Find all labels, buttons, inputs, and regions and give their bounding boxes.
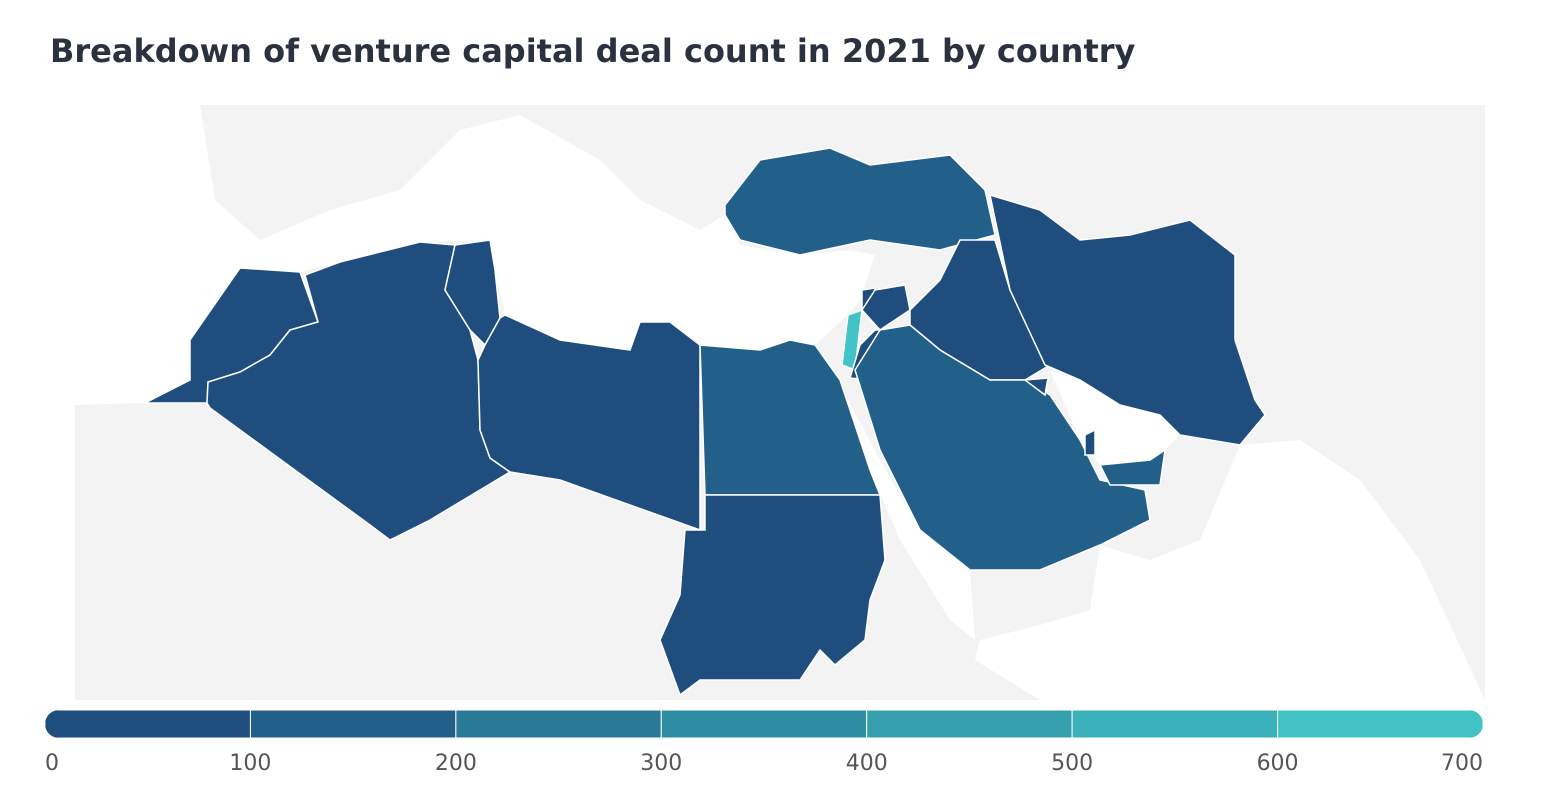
colorbar: 0 100 200 300 400 500 600 700 <box>45 710 1483 776</box>
region <box>1084 428 1096 456</box>
sea <box>75 105 875 405</box>
colorbar-segment <box>866 710 1073 738</box>
colorbar-segment <box>455 710 662 738</box>
colorbar-segment <box>660 710 868 738</box>
colorbar-tick-label: 600 <box>1257 751 1299 776</box>
colorbar-tick-label: 200 <box>435 751 477 776</box>
colorbar-tick-label: 400 <box>846 751 888 776</box>
region <box>861 284 911 331</box>
region <box>1098 448 1166 486</box>
colorbar-segment <box>45 710 251 738</box>
region <box>989 193 1266 446</box>
colorbar-tick-label: 300 <box>640 751 682 776</box>
colorbar-tick-label: 100 <box>229 751 271 776</box>
colorbar-segment <box>1071 710 1279 738</box>
colorbar-tick-label: 500 <box>1051 751 1093 776</box>
sea <box>1050 370 1180 465</box>
colorbar-segments <box>45 710 1483 738</box>
region <box>854 324 1151 571</box>
colorbar-tick-label: 700 <box>1441 751 1483 776</box>
region <box>724 147 996 256</box>
sea <box>975 440 1485 700</box>
region <box>659 494 886 697</box>
colorbar-segment <box>249 710 457 738</box>
region <box>477 314 701 532</box>
chart-title: Breakdown of venture capital deal count … <box>50 32 1136 70</box>
region <box>1022 377 1049 397</box>
colorbar-segment <box>1277 710 1483 738</box>
colorbar-tick-label: 0 <box>45 751 59 776</box>
regions <box>144 147 1266 697</box>
